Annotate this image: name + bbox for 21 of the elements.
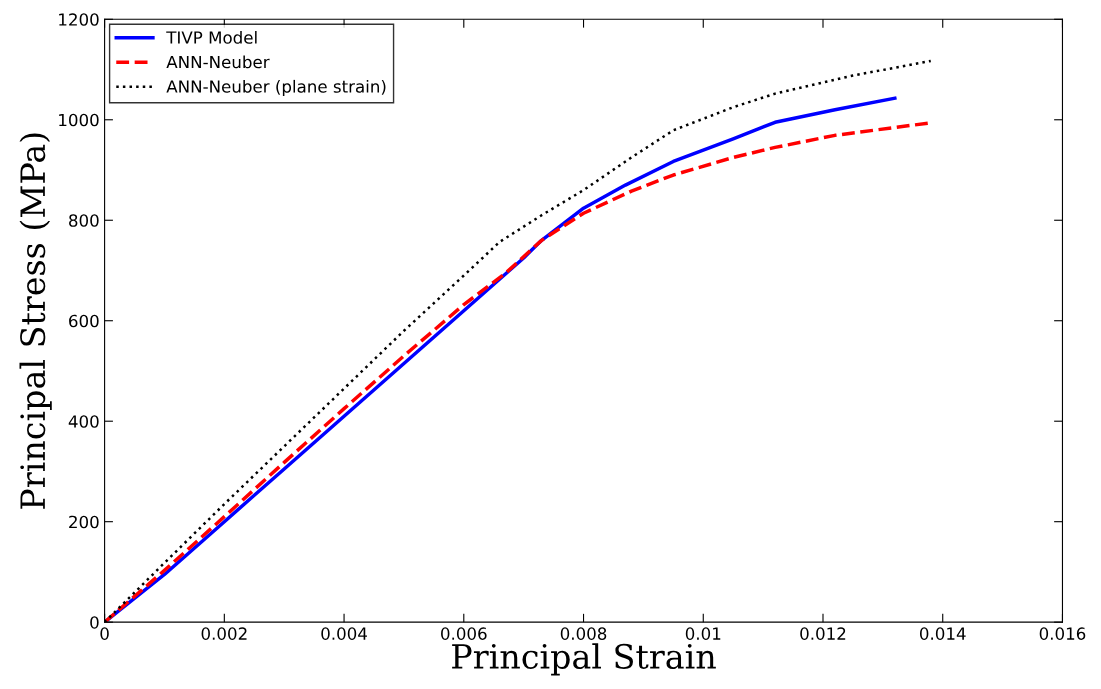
x-tick-label: 0.014 — [919, 627, 966, 640]
x-tick-label: 0.01 — [685, 627, 721, 640]
legend-label: ANN-Neuber (plane strain) — [166, 79, 386, 97]
x-tick-label: 0.012 — [800, 627, 846, 640]
y-tick-label: 800 — [69, 214, 99, 227]
x-axis-title: Principal Strain — [452, 643, 716, 676]
x-tick-label: 0.016 — [1039, 627, 1086, 640]
y-tick-label: 0 — [90, 616, 99, 629]
x-tick-label: 0.002 — [201, 627, 247, 640]
y-tick-label: 200 — [69, 515, 99, 529]
legend-label: TIVP Model — [166, 30, 257, 44]
x-tick-label: 0.004 — [321, 627, 367, 640]
x-tick-label: 0 — [100, 627, 109, 640]
y-tick-label: 600 — [69, 314, 99, 328]
y-tick-label: 400 — [68, 415, 99, 428]
y-axis-title: Principal Stress (MPa) — [19, 133, 52, 509]
y-tick-label: 1000 — [59, 113, 99, 127]
y-tick-label: 1200 — [59, 13, 99, 26]
x-tick-label: 0.006 — [441, 627, 487, 640]
legend-label: ANN-Neuber — [166, 55, 270, 69]
x-tick-label: 0.008 — [560, 627, 607, 640]
